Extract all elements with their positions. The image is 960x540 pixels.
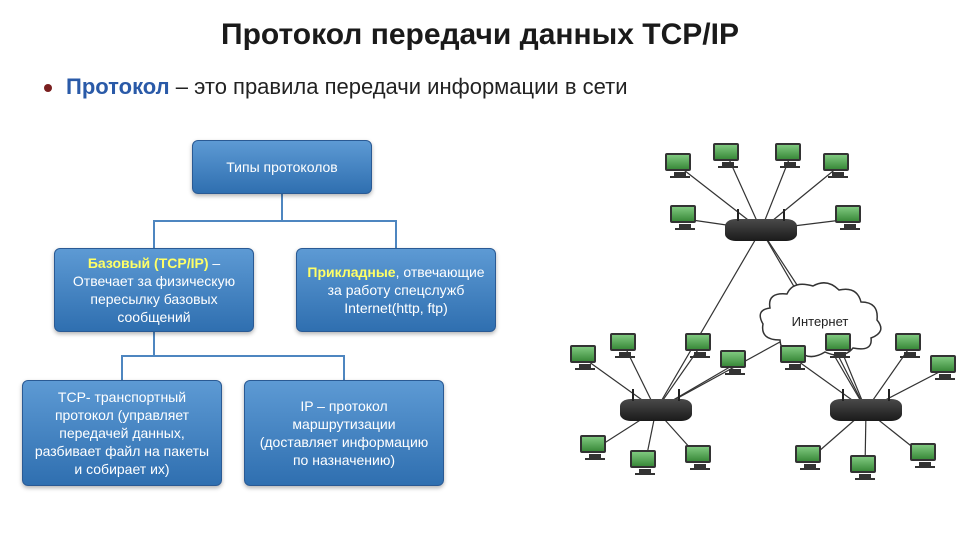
pc-2-2 <box>895 333 925 361</box>
edge-root-app <box>282 194 396 248</box>
pc-1-5 <box>630 450 660 478</box>
node-tcp-body: TCP- транспортный протокол (управляет пе… <box>35 389 209 478</box>
pc-1-0 <box>570 345 600 373</box>
pc-2-1 <box>825 333 855 361</box>
pc-2-4 <box>795 445 825 473</box>
internet-label: Интернет <box>755 314 885 329</box>
network-diagram: Интернет <box>575 145 950 505</box>
definition-text: Протокол – это правила передачи информац… <box>66 74 628 100</box>
pc-0-1 <box>713 143 743 171</box>
flowchart: Типы протоколов Базовый (TCP/IP) – Отвеча… <box>22 140 552 520</box>
pc-1-6 <box>685 445 715 473</box>
pc-1-3 <box>720 350 750 378</box>
node-tcp: TCP- транспортный протокол (управляет пе… <box>22 380 222 486</box>
pc-1-4 <box>580 435 610 463</box>
router-0 <box>725 215 797 245</box>
pc-1-1 <box>610 333 640 361</box>
node-root-body: Типы протоколов <box>226 159 338 175</box>
node-ip-body: IP – протокол маршрутизации (доставляет … <box>260 398 429 469</box>
pc-0-5 <box>835 205 865 233</box>
node-base-title: Базовый (TCP/IP) <box>88 255 209 271</box>
edge-base-tcp <box>122 332 154 380</box>
node-root: Типы протоколов <box>192 140 372 194</box>
pc-2-5 <box>850 455 880 483</box>
internet-cloud: Интернет <box>755 280 885 360</box>
node-ip: IP – протокол маршрутизации (доставляет … <box>244 380 444 486</box>
node-app: Прикладные, отвечающие за работу спецслу… <box>296 248 496 332</box>
edge-base-ip <box>154 332 344 380</box>
definition-term: Протокол <box>66 74 170 99</box>
pc-0-0 <box>665 153 695 181</box>
definition-row: Протокол – это правила передачи информац… <box>44 74 960 100</box>
bullet-icon <box>44 84 52 92</box>
pc-2-6 <box>910 443 940 471</box>
page-title: Протокол передачи данных TCP/IP <box>0 0 960 52</box>
router-1 <box>620 395 692 425</box>
pc-2-3 <box>930 355 960 383</box>
pc-2-0 <box>780 345 810 373</box>
node-base: Базовый (TCP/IP) – Отвечает за физическу… <box>54 248 254 332</box>
pc-0-3 <box>823 153 853 181</box>
pc-0-4 <box>670 205 700 233</box>
router-2 <box>830 395 902 425</box>
definition-rest: – это правила передачи информации в сети <box>170 74 628 99</box>
pc-0-2 <box>775 143 805 171</box>
node-app-title: Прикладные <box>307 264 395 280</box>
pc-1-2 <box>685 333 715 361</box>
edge-root-base <box>154 194 282 248</box>
